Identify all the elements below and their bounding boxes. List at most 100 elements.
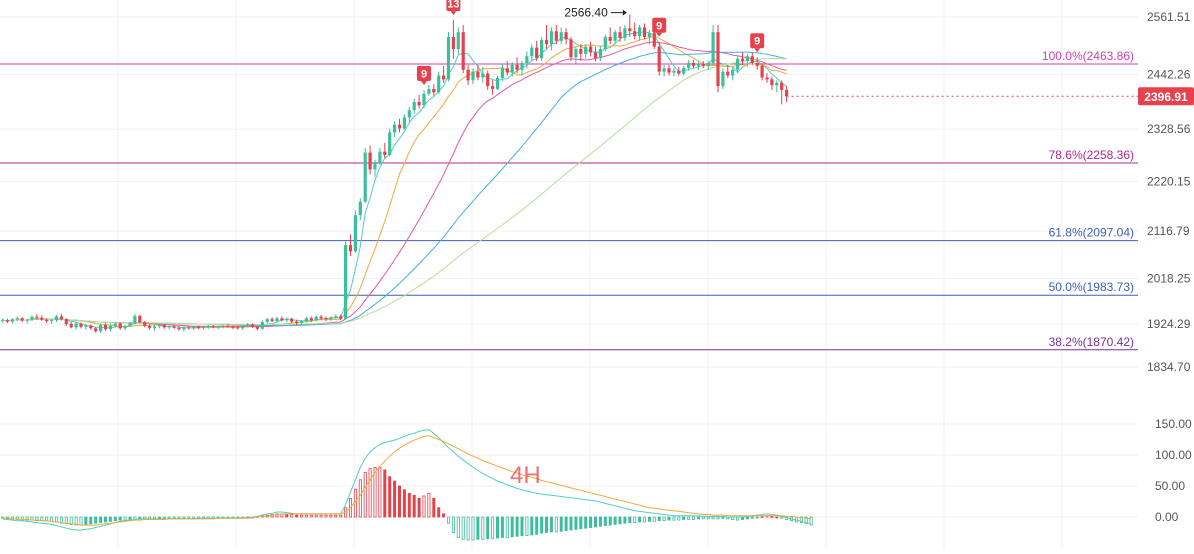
candle [123,324,127,331]
candle-body [221,325,225,327]
macd-histogram-bar [299,514,303,518]
candle-body [226,325,230,327]
candle-body [785,89,789,97]
macd-histogram-bar [59,516,63,524]
fibonacci-levels: 100.0%(2463.86) 78.6%(2258.36) 61.8%(2097.… [0,49,1138,351]
candle-body [231,326,235,328]
candle [677,66,681,76]
candle-body [397,124,402,129]
candle-body [192,326,196,329]
candle-body [35,316,39,318]
macd-histogram-bar [172,516,176,519]
candle-body [476,71,480,78]
macd-tick-label: 100.00 [1155,448,1192,462]
macd-histogram-bar [721,516,725,519]
candle-body [344,245,348,319]
candle [549,27,553,51]
candle [638,24,642,41]
candle [265,317,269,324]
candle [383,142,387,159]
candle [50,318,54,324]
macd-histogram-bar [495,516,499,539]
candle-body [544,39,549,45]
candle-body [642,27,647,37]
candle-body [696,63,700,66]
candle [260,320,264,330]
macd-histogram-bar [530,516,534,536]
candle [378,147,382,165]
candle-body [706,62,710,66]
candle [407,106,411,123]
candle [324,316,328,322]
moving-average-line [2,57,787,326]
candle [319,314,323,320]
price-tick-label: 1834.70 [1147,360,1191,374]
candle-body [677,70,681,74]
candle [314,315,318,322]
macd-histogram-bar [657,516,661,522]
macd-histogram-bar [804,516,808,525]
candle [295,319,299,325]
candle-body [79,323,83,327]
candle [613,29,617,45]
candle-body [329,317,333,320]
candle-body [451,36,455,50]
price-tick-label: 2018.25 [1147,272,1191,286]
candle-body [535,47,539,59]
macd-histogram-bar [177,516,181,519]
candle [495,75,500,90]
candle [309,316,313,323]
moving-average-line [2,35,787,328]
macd-histogram-bar [589,516,593,528]
candle [143,321,147,328]
moving-averages [2,31,787,329]
candle-body [711,32,715,63]
macd-histogram-bar [603,516,607,527]
td-marker-pointer [421,80,427,85]
macd-histogram-bar [584,516,588,529]
candle-body [50,320,54,322]
candle [711,24,715,66]
candle [35,314,39,320]
macd-histogram-bar [564,516,568,532]
macd-histogram-bar [182,516,186,519]
candle [652,29,656,50]
candle-body [339,316,343,319]
candle [628,14,632,37]
candle-body [750,56,754,63]
macd-histogram-bar [701,516,705,520]
td-marker: 9 [652,17,667,37]
candle [505,61,509,76]
candle-body [461,32,465,70]
candle [740,52,745,65]
candle [456,27,460,54]
interval-watermark: 4H [510,462,541,489]
candle-body [236,327,240,329]
macd-dea-line [2,435,812,526]
candle-body [324,318,328,320]
td-marker: 9 [417,65,431,85]
candle [471,68,475,85]
candle-body [152,326,157,328]
candle [579,44,583,62]
candle-body [500,68,504,78]
candle-body [260,322,264,329]
candle [564,28,568,45]
high-price-label: 2566.40 [564,6,608,20]
candle [197,325,201,330]
macd-histogram-bar [15,516,19,520]
candle-body [148,325,152,328]
candle-body [530,47,534,57]
candle-body [99,324,103,332]
td-marker-badge [652,17,667,33]
macd-histogram-bar [652,516,656,522]
candle-body [603,36,607,50]
candle-body [157,324,161,327]
candle [241,324,245,330]
macd-histogram-bar [638,516,642,523]
candle-body [84,325,88,327]
candle-body [584,46,588,54]
candle [353,210,357,253]
